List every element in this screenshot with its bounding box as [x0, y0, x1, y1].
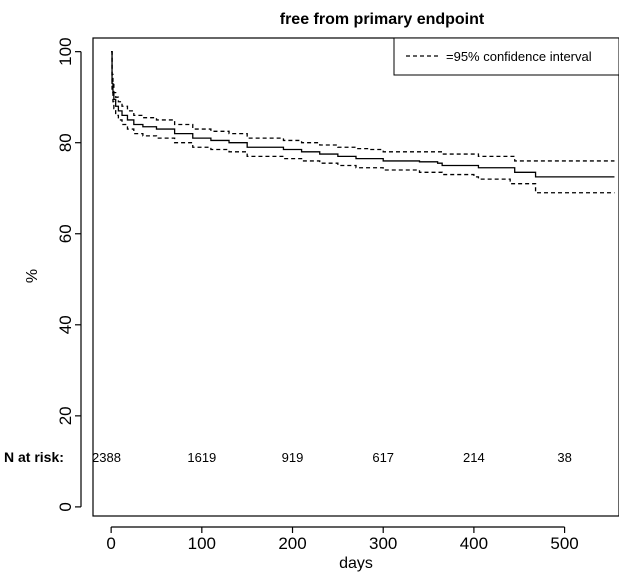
survival-curve: [111, 51, 615, 178]
risk-count: 2388: [92, 450, 121, 465]
y-axis-label: %: [24, 269, 41, 283]
ci-upper-line: [111, 51, 615, 162]
y-tick-label: 20: [56, 406, 75, 425]
y-tick-label: 0: [56, 502, 75, 511]
risk-table-label: N at risk:: [4, 449, 64, 465]
y-tick-label: 100: [56, 37, 75, 65]
x-tick-label: 500: [550, 534, 578, 553]
series-group: [111, 51, 615, 194]
plot-frame: [92, 37, 619, 517]
legend-label: =95% confidence interval: [446, 49, 592, 64]
y-tick-label: 60: [56, 224, 75, 243]
x-tick-label: 200: [278, 534, 306, 553]
x-axis: 0 100 200 300 400 500: [106, 526, 579, 553]
x-axis-label: days: [339, 555, 373, 572]
risk-count: 214: [463, 450, 485, 465]
y-axis: 0 20 40 60 80 100: [56, 37, 82, 512]
chart-title: free from primary endpoint: [280, 11, 485, 28]
y-tick-label: 80: [56, 133, 75, 152]
ci-lower-line: [111, 51, 615, 194]
legend-box: [393, 37, 619, 76]
x-tick-label: 100: [188, 534, 216, 553]
x-tick-label: 0: [106, 534, 115, 553]
x-tick-label: 400: [460, 534, 488, 553]
risk-count: 1619: [187, 450, 216, 465]
y-tick-label: 40: [56, 315, 75, 334]
risk-count: 38: [557, 450, 571, 465]
risk-table: N at risk: 2388 1619 919 617 214 38: [4, 449, 572, 465]
legend: =95% confidence interval: [393, 37, 619, 76]
axes: [92, 37, 619, 517]
risk-count: 617: [372, 450, 394, 465]
risk-count: 919: [282, 450, 304, 465]
x-tick-label: 300: [369, 534, 397, 553]
